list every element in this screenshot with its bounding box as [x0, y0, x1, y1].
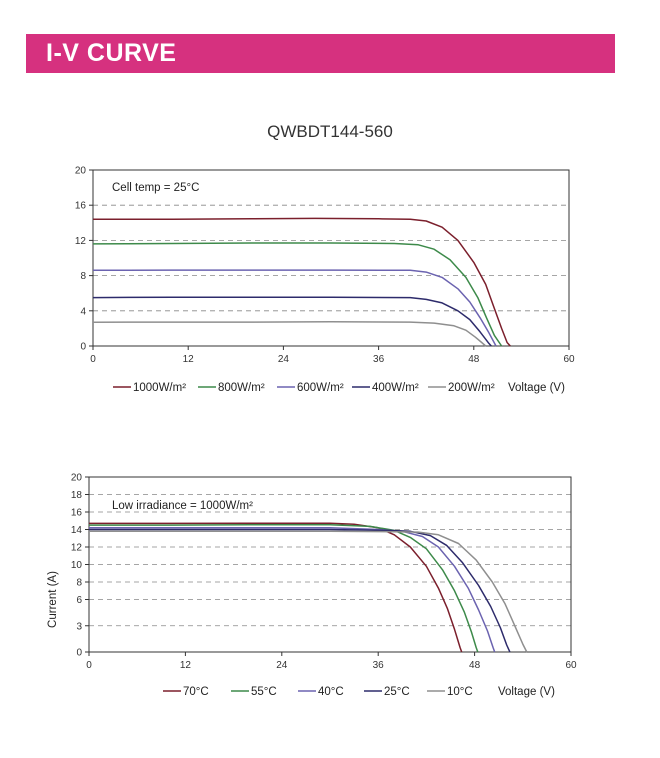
title-banner: I-V CURVE	[26, 34, 615, 73]
x-tick-label: 24	[278, 354, 290, 365]
series-line	[92, 296, 492, 347]
y-tick-label: 4	[80, 306, 86, 317]
y-tick-label: 0	[76, 648, 82, 659]
y-tick-label: 16	[71, 508, 83, 519]
x-tick-label: 48	[469, 660, 481, 671]
x-tick-label: 24	[276, 660, 288, 671]
series-line	[89, 528, 511, 653]
legend-label: 400W/m²	[372, 382, 419, 394]
legend-label: 200W/m²	[448, 382, 495, 394]
legend-label: 1000W/m²	[133, 382, 186, 394]
y-tick-label: 20	[75, 166, 87, 177]
legend-label: 40°C	[318, 686, 344, 698]
legend-label: 800W/m²	[218, 382, 265, 394]
x-tick-label: 36	[373, 660, 385, 671]
legend-label: 55°C	[251, 686, 277, 698]
y-axis-label: Current (A)	[47, 571, 59, 628]
series-line	[89, 523, 479, 653]
legend-label: 600W/m²	[297, 382, 344, 394]
chart-note: Cell temp = 25°C	[112, 182, 199, 194]
y-tick-label: 8	[76, 578, 82, 589]
x-axis-label: Voltage (V)	[498, 686, 555, 698]
chart-note: Low irradiance = 1000W/m²	[112, 500, 253, 512]
legend-label: 10°C	[447, 686, 473, 698]
model-title: QWBDT144-560	[267, 122, 393, 141]
y-tick-label: 20	[71, 473, 83, 484]
y-tick-label: 18	[71, 490, 83, 501]
y-tick-label: 14	[71, 525, 83, 536]
legend-label: 70°C	[183, 686, 209, 698]
series-line	[89, 530, 528, 653]
y-tick-label: 16	[75, 201, 87, 212]
series-line	[92, 269, 497, 347]
x-tick-label: 36	[373, 354, 385, 365]
x-tick-label: 0	[86, 660, 92, 671]
x-axis-label: Voltage (V)	[508, 382, 565, 394]
series-line	[89, 527, 496, 653]
x-tick-label: 0	[90, 354, 96, 365]
plot-frame	[92, 169, 570, 347]
y-tick-label: 12	[75, 236, 87, 247]
y-tick-label: 12	[71, 543, 83, 554]
series-line	[92, 321, 487, 347]
x-tick-label: 60	[563, 354, 575, 365]
x-tick-label: 12	[180, 660, 192, 671]
series-line	[93, 217, 511, 347]
legend-label: 25°C	[384, 686, 410, 698]
series-line	[89, 522, 463, 653]
series-line	[92, 242, 503, 347]
y-tick-label: 3	[76, 621, 82, 632]
y-tick-label: 0	[80, 342, 86, 353]
banner-title: I-V CURVE	[46, 39, 177, 67]
x-tick-label: 48	[468, 354, 480, 365]
x-tick-label: 12	[183, 354, 195, 365]
y-tick-label: 10	[71, 560, 83, 571]
y-tick-label: 8	[80, 271, 86, 282]
x-tick-label: 60	[565, 660, 577, 671]
y-tick-label: 6	[76, 595, 82, 606]
